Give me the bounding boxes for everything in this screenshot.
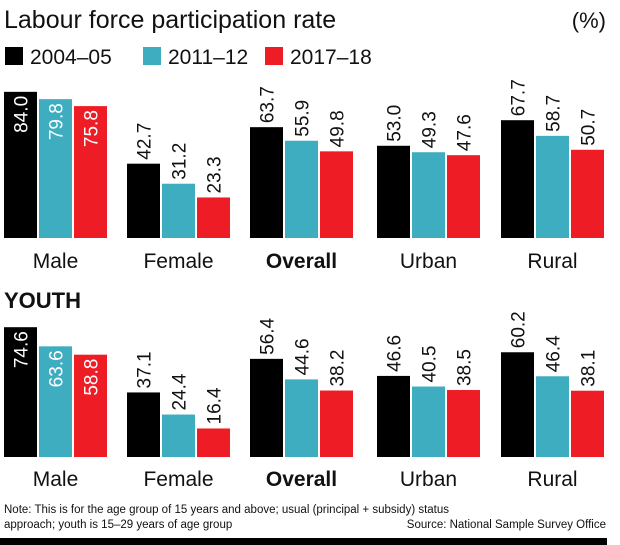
data-label: 53.0 bbox=[385, 105, 406, 142]
data-label: 16.4 bbox=[205, 387, 226, 424]
category-label: Urban bbox=[400, 468, 457, 491]
data-label: 38.2 bbox=[328, 350, 349, 387]
data-label: 38.5 bbox=[455, 349, 476, 386]
data-label: 84.0 bbox=[12, 96, 33, 133]
bar-urban-2004-05 bbox=[377, 375, 410, 457]
youth-heading: YOUTH bbox=[4, 288, 81, 313]
legend-label-2017-18: 2017–18 bbox=[290, 46, 372, 69]
bar-female-2017-18 bbox=[197, 197, 230, 238]
category-label: Female bbox=[143, 468, 213, 491]
legend-swatch-2017-18 bbox=[265, 47, 283, 65]
data-label: 38.1 bbox=[579, 350, 600, 387]
bar-overall-2004-05 bbox=[250, 127, 283, 238]
bar-urban-2017-18 bbox=[447, 155, 480, 238]
bar-rural-2017-18 bbox=[571, 149, 604, 238]
data-label: 63.6 bbox=[47, 350, 68, 387]
source-label: Source: National Sample Survey Office bbox=[407, 519, 606, 531]
bar-male-2011-12 bbox=[39, 99, 72, 238]
data-label: 37.1 bbox=[135, 351, 156, 388]
data-label: 60.2 bbox=[509, 311, 530, 348]
bar-urban-2004-05 bbox=[377, 145, 410, 238]
legend-swatch-2004-05 bbox=[5, 47, 23, 65]
data-label: 49.3 bbox=[420, 111, 441, 148]
bar-rural-2004-05 bbox=[501, 120, 534, 238]
bar-female-2004-05 bbox=[127, 392, 160, 457]
data-label: 55.9 bbox=[293, 100, 314, 137]
data-label: 46.6 bbox=[385, 335, 406, 372]
bar-male-2017-18 bbox=[74, 354, 107, 457]
data-label: 42.7 bbox=[135, 123, 156, 160]
bar-female-2017-18 bbox=[197, 428, 230, 457]
unit-label: (%) bbox=[572, 8, 606, 33]
bar-rural-2011-12 bbox=[536, 135, 569, 238]
legend-label-2004-05: 2004–05 bbox=[30, 46, 112, 69]
data-label: 79.8 bbox=[47, 103, 68, 140]
data-label: 24.4 bbox=[170, 373, 191, 410]
category-label: Overall bbox=[266, 468, 337, 491]
data-label: 74.6 bbox=[12, 331, 33, 368]
bar-male-2011-12 bbox=[39, 346, 72, 457]
data-label: 58.8 bbox=[82, 359, 103, 396]
category-label: Rural bbox=[527, 250, 577, 273]
note-line-2: approach; youth is 15–29 years of age gr… bbox=[4, 519, 232, 531]
category-label: Overall bbox=[266, 250, 337, 273]
data-label: 44.6 bbox=[293, 338, 314, 375]
bar-urban-2011-12 bbox=[412, 386, 445, 457]
note-line-1: Note: This is for the age group of 15 ye… bbox=[4, 504, 449, 516]
bar-overall-2011-12 bbox=[285, 140, 318, 238]
bar-female-2011-12 bbox=[162, 183, 195, 238]
data-label: 23.3 bbox=[205, 156, 226, 193]
bar-male-2017-18 bbox=[74, 106, 107, 238]
data-label: 75.8 bbox=[82, 110, 103, 147]
chart-title: Labour force participation rate bbox=[4, 6, 336, 34]
bottom-rule bbox=[0, 538, 607, 545]
bar-female-2004-05 bbox=[127, 163, 160, 238]
data-label: 63.7 bbox=[258, 86, 279, 123]
category-label: Male bbox=[33, 468, 79, 491]
legend-swatch-2011-12 bbox=[143, 47, 161, 65]
data-label: 56.4 bbox=[258, 317, 279, 354]
bar-male-2004-05 bbox=[4, 91, 37, 238]
data-label: 40.5 bbox=[420, 346, 441, 383]
data-label: 31.2 bbox=[170, 143, 191, 180]
category-label: Male bbox=[33, 250, 79, 273]
legend-label-2011-12: 2011–12 bbox=[168, 46, 248, 69]
category-label: Urban bbox=[400, 250, 457, 273]
data-label: 49.8 bbox=[328, 110, 349, 147]
bar-female-2011-12 bbox=[162, 414, 195, 457]
bar-overall-2004-05 bbox=[250, 358, 283, 457]
bar-rural-2017-18 bbox=[571, 390, 604, 457]
bar-urban-2011-12 bbox=[412, 152, 445, 238]
data-label: 47.6 bbox=[455, 114, 476, 151]
data-label: 46.4 bbox=[544, 335, 565, 372]
data-label: 50.7 bbox=[579, 109, 600, 146]
category-label: Female bbox=[143, 250, 213, 273]
bar-overall-2017-18 bbox=[320, 151, 353, 238]
category-label: Rural bbox=[527, 468, 577, 491]
bar-urban-2017-18 bbox=[447, 390, 480, 457]
data-label: 58.7 bbox=[544, 95, 565, 132]
bar-overall-2017-18 bbox=[320, 390, 353, 457]
bar-rural-2004-05 bbox=[501, 352, 534, 457]
bar-rural-2011-12 bbox=[536, 376, 569, 457]
bar-overall-2011-12 bbox=[285, 379, 318, 457]
data-label: 67.7 bbox=[509, 79, 530, 116]
bar-male-2004-05 bbox=[4, 327, 37, 457]
